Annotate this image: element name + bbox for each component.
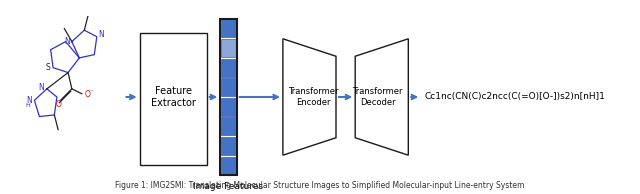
Text: Transformer
Decoder: Transformer Decoder [353, 87, 403, 107]
FancyBboxPatch shape [221, 39, 236, 57]
Polygon shape [355, 39, 408, 155]
FancyBboxPatch shape [221, 157, 236, 175]
FancyBboxPatch shape [221, 98, 236, 116]
Text: Image Features: Image Features [193, 182, 264, 191]
FancyBboxPatch shape [221, 19, 236, 37]
Text: Figure 1: IMG2SMI: Translating Molecular Structure Images to Simplified Molecula: Figure 1: IMG2SMI: Translating Molecular… [115, 181, 525, 190]
FancyBboxPatch shape [140, 33, 207, 165]
FancyBboxPatch shape [221, 117, 236, 135]
FancyBboxPatch shape [221, 78, 236, 96]
Text: Transformer
Encoder: Transformer Encoder [289, 87, 339, 107]
Text: Feature
Extractor: Feature Extractor [150, 86, 196, 108]
FancyBboxPatch shape [221, 59, 236, 77]
Polygon shape [283, 39, 336, 155]
Text: Cc1nc(CN(C)c2ncc(C(=O)[O-])s2)n[nH]1: Cc1nc(CN(C)c2ncc(C(=O)[O-])s2)n[nH]1 [424, 93, 605, 101]
FancyBboxPatch shape [221, 137, 236, 155]
